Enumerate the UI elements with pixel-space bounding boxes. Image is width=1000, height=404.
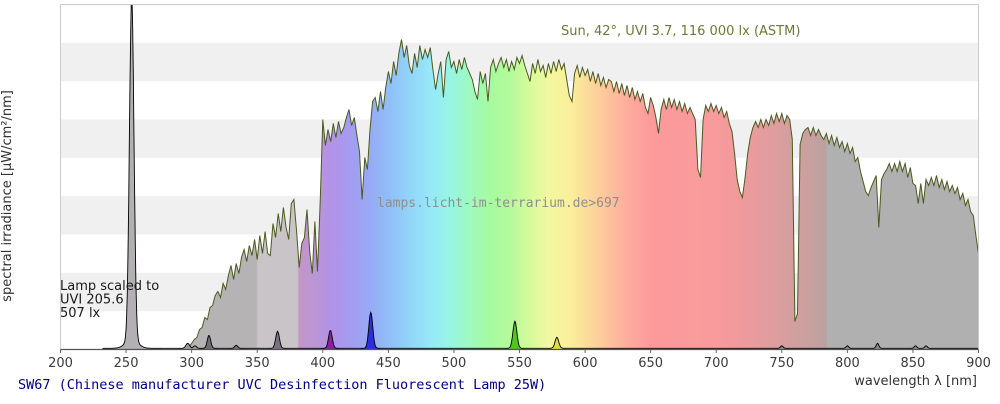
watermark: lamps.licht-im-terrarium.de>697 bbox=[377, 196, 620, 211]
tick-label: 750 bbox=[769, 356, 794, 371]
x-axis-ticks: 200 250 300 350 400 450 500 550 600 650 700 750 800 8… bbox=[48, 349, 991, 371]
sun-spectrum-area bbox=[165, 39, 979, 350]
lamp-peak bbox=[102, 4, 162, 350]
tick-label: 850 bbox=[901, 356, 926, 371]
lamp-peak bbox=[547, 337, 567, 350]
tick-label: 650 bbox=[638, 356, 663, 371]
lamp-peak bbox=[360, 312, 381, 350]
tick-label: 300 bbox=[179, 356, 204, 371]
x-axis-label: wavelength λ [nm] bbox=[854, 374, 977, 389]
tick-label: 200 bbox=[48, 356, 73, 371]
lamp-peak bbox=[871, 343, 885, 350]
tick-label: 700 bbox=[704, 356, 729, 371]
tick-label: 800 bbox=[835, 356, 860, 371]
lamp-scale-annotation: Lamp scaled to UVI 205.6 507 lx bbox=[60, 279, 159, 321]
chart-title: SW67 (Chinese manufacturer UVC Desinfect… bbox=[18, 377, 546, 393]
tick-label: 400 bbox=[310, 356, 335, 371]
lamp-scale-line3: 507 lx bbox=[60, 306, 101, 321]
tick-label: 500 bbox=[442, 356, 467, 371]
tick-label: 550 bbox=[507, 356, 532, 371]
sun-series-label: Sun, 42°, UVI 3.7, 116 000 lx (ASTM) bbox=[561, 24, 800, 39]
lamp-spectrum-line bbox=[102, 4, 979, 349]
lamp-scale-line2: UVI 205.6 bbox=[60, 293, 124, 308]
lamp-scale-line1: Lamp scaled to bbox=[60, 279, 159, 294]
y-axis-label: spectral irradiance [µW/cm²/nm] bbox=[0, 90, 15, 302]
tick-label: 600 bbox=[573, 356, 598, 371]
tick-label: 250 bbox=[114, 356, 139, 371]
lamp-peak bbox=[268, 331, 287, 350]
lamp-peak bbox=[178, 343, 197, 350]
tick-label: 350 bbox=[245, 356, 270, 371]
tick-label: 900 bbox=[966, 356, 991, 371]
tick-label: 450 bbox=[376, 356, 401, 371]
sun-spectrum-line bbox=[165, 39, 979, 350]
lamp-peak bbox=[200, 335, 218, 350]
lamp-peak bbox=[321, 330, 340, 350]
lamp-peak bbox=[505, 321, 525, 350]
